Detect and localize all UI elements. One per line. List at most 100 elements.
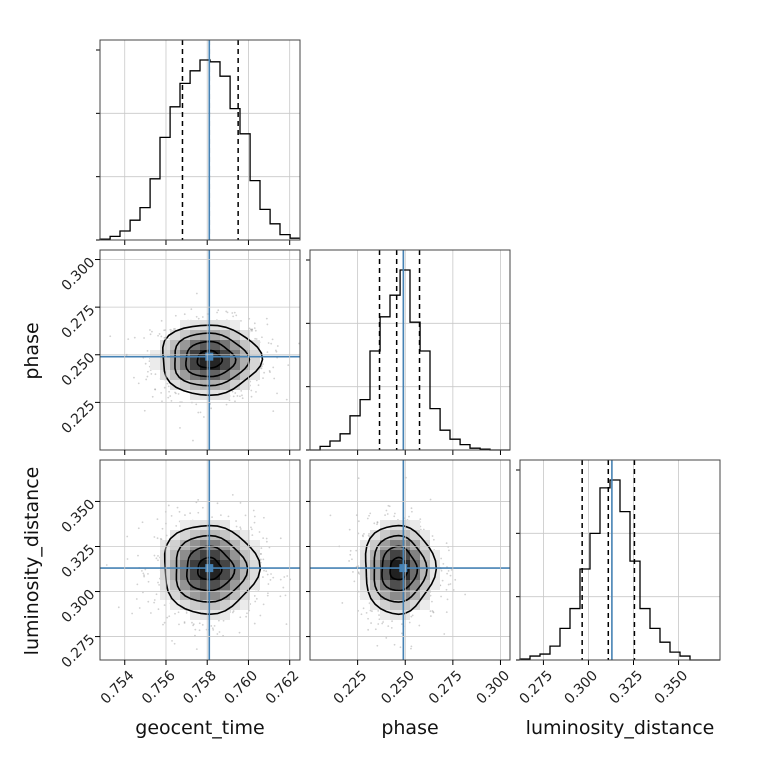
sample-point: [197, 411, 200, 414]
density-cell: [250, 570, 260, 580]
sample-point: [253, 327, 256, 330]
density-cell: [190, 520, 200, 530]
sample-point: [429, 610, 432, 613]
density-cell: [410, 580, 420, 590]
sample-point: [194, 628, 197, 631]
density-cell: [370, 530, 380, 540]
sample-point: [195, 315, 198, 318]
sample-point: [272, 366, 275, 369]
density-cell: [230, 530, 240, 540]
density-cell: [240, 580, 250, 590]
sample-point: [222, 619, 225, 622]
density-cell: [220, 530, 230, 540]
sample-point: [260, 367, 263, 370]
sample-point: [195, 648, 198, 650]
density-cell: [240, 340, 250, 350]
density-cell: [170, 550, 180, 560]
sample-point: [216, 633, 219, 635]
density-cell: [250, 550, 260, 560]
sample-point: [387, 504, 390, 507]
sample-point: [260, 552, 262, 555]
sample-point: [157, 581, 159, 584]
sample-point: [155, 593, 158, 596]
sample-point: [371, 610, 373, 613]
contour-line: [185, 340, 237, 378]
sample-point: [266, 594, 269, 597]
sample-point: [197, 317, 200, 320]
density-cell: [360, 540, 370, 550]
density-cell: [180, 530, 190, 540]
sample-point: [154, 388, 157, 391]
sample-point: [163, 621, 166, 624]
xlabel-geocent-time: geocent_time: [135, 717, 264, 739]
sample-point: [239, 501, 242, 504]
sample-point: [160, 391, 163, 394]
sample-point: [189, 512, 192, 515]
sample-point: [255, 390, 257, 393]
sample-point: [279, 578, 282, 581]
density-cell: [240, 550, 250, 560]
sample-point: [142, 572, 145, 575]
density-cell: [420, 590, 430, 600]
density-cell: [220, 560, 230, 570]
density-cell: [220, 520, 230, 530]
joint-geocent_time-phase: [100, 250, 300, 450]
sample-point: [231, 611, 234, 614]
sample-point: [168, 337, 171, 340]
x-tick-label: 0.275: [426, 668, 466, 708]
panel-frame: [99, 249, 301, 451]
sample-point: [151, 330, 153, 333]
sample-point: [440, 557, 443, 560]
x-tick-label: 0.250: [378, 668, 418, 708]
sample-point: [263, 569, 265, 572]
density-cell: [170, 560, 180, 570]
sample-point: [283, 576, 286, 578]
sample-point: [279, 537, 282, 540]
density-cell: [220, 380, 230, 390]
sample-point: [157, 334, 159, 337]
x-tick-label: 0.225: [331, 668, 371, 708]
sample-point: [167, 385, 170, 388]
sample-point: [253, 595, 256, 597]
sample-point: [429, 615, 432, 617]
sample-point: [348, 528, 351, 531]
density-cell: [410, 590, 420, 600]
sample-point: [445, 588, 448, 591]
sample-point: [276, 345, 279, 347]
sample-point: [143, 574, 145, 577]
sample-point: [157, 559, 159, 562]
density-cell: [200, 600, 210, 610]
density-cell: [180, 380, 190, 390]
sample-point: [154, 388, 156, 391]
sample-point: [251, 328, 254, 331]
sample-point: [137, 554, 139, 557]
sample-point: [447, 583, 450, 586]
sample-point: [176, 506, 179, 509]
sample-point: [410, 615, 413, 618]
density-cell: [210, 580, 220, 590]
y-tick-label: 0.250: [59, 350, 99, 390]
sample-point: [135, 598, 138, 600]
panel-frame: [99, 459, 301, 661]
density-cell: [180, 320, 190, 330]
sample-point: [143, 575, 146, 578]
sample-point: [265, 537, 268, 540]
sample-point: [250, 389, 253, 392]
sample-point: [163, 604, 166, 607]
sample-point: [274, 349, 277, 352]
sample-point: [174, 314, 177, 317]
density-cell: [180, 520, 190, 530]
density-cell: [380, 570, 390, 580]
density-cell: [190, 600, 200, 610]
sample-point: [376, 523, 378, 526]
sample-point: [266, 323, 269, 326]
density-cell: [200, 330, 210, 340]
sample-point: [367, 534, 370, 537]
sample-point: [445, 611, 448, 614]
sample-point: [443, 633, 446, 635]
density-cell: [380, 520, 390, 530]
sample-point: [285, 623, 288, 625]
density-cell: [190, 580, 200, 590]
density-cell: [230, 540, 240, 550]
density-cell: [210, 520, 220, 530]
